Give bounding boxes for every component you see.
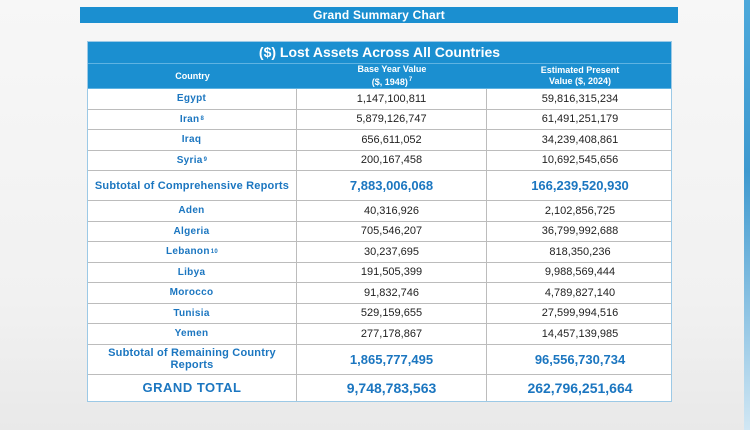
base-value-cell: 191,505,399 — [297, 262, 487, 282]
base-value-cell: 1,147,100,811 — [297, 89, 487, 109]
country-cell: Iran 8 — [88, 109, 297, 129]
present-value-cell: 59,816,315,234 — [541, 92, 619, 105]
table-row-lebanon: Lebanon 10 30,237,695 818,350,236 — [88, 242, 671, 263]
table-row-grand-total: GRAND TOTAL 9,748,783,563 262,796,251,66… — [88, 374, 671, 401]
country-cell: Yemen — [88, 324, 297, 344]
table-row-iraq: Iraq 656,611,052 34,239,408,861 — [88, 130, 671, 151]
table-row-algeria: Algeria 705,546,207 36,799,992,688 — [88, 221, 671, 242]
country-name: Libya — [177, 266, 206, 278]
column-header-base-footnote: 7 — [408, 77, 413, 83]
country-name: Aden — [178, 205, 205, 217]
base-value-cell: 277,178,867 — [297, 324, 487, 344]
table-row-subtotal-comprehensive: Subtotal of Comprehensive Reports 7,883,… — [88, 171, 671, 201]
table-body: Egypt 1,147,100,811 59,816,315,234 Iran 8… — [88, 88, 671, 401]
country-name: Tunisia — [173, 307, 210, 319]
table-row-iran: Iran 8 5,879,126,747 61,491,251,179 — [88, 109, 671, 130]
country-name: Egypt — [176, 93, 207, 105]
present-value-cell: 10,692,545,656 — [541, 154, 619, 167]
base-value-cell: 91,832,746 — [297, 283, 487, 303]
country-cell: Libya — [88, 262, 297, 282]
country-cell: Algeria — [88, 221, 297, 241]
column-headers: Country Base Year Value ($, 1948)7 Estim… — [88, 64, 671, 88]
table-row-morocco: Morocco 91,832,746 4,789,827,140 — [88, 283, 671, 304]
column-header-base-line2: ($, 1948) — [371, 77, 408, 87]
lost-assets-table: ($) Lost Assets Across All Countries Cou… — [87, 41, 672, 402]
subtotal-present-value: 166,239,520,930 — [531, 178, 629, 193]
country-cell: Iraq — [88, 130, 297, 150]
base-value-cell: 705,546,207 — [297, 221, 487, 241]
grand-summary-banner: Grand Summary Chart — [80, 7, 678, 23]
country-name: Yemen — [174, 328, 209, 340]
country-footnote: 8 — [200, 116, 205, 123]
present-value-cell: 61,491,251,179 — [541, 113, 619, 126]
country-name: Lebanon — [165, 246, 210, 258]
present-value-cell: 818,350,236 — [549, 245, 611, 258]
country-cell: Lebanon 10 — [88, 242, 297, 262]
country-cell: Morocco — [88, 283, 297, 303]
right-edge-accent — [744, 0, 750, 430]
grand-total-base-value: 9,748,783,563 — [297, 374, 487, 401]
subtotal-label-cell: Subtotal of Comprehensive Reports — [88, 171, 297, 200]
country-cell: Egypt — [88, 89, 297, 109]
subtotal-base-value: 7,883,006,068 — [297, 171, 487, 200]
present-value-cell: 2,102,856,725 — [544, 204, 616, 217]
column-header-base-year: Base Year Value ($, 1948)7 — [297, 64, 487, 88]
column-header-base-line1: Base Year Value — [357, 64, 427, 74]
present-value-cell: 4,789,827,140 — [544, 286, 616, 299]
column-header-country: Country — [88, 64, 297, 88]
grand-total-label: GRAND TOTAL — [88, 374, 297, 401]
base-value-cell: 200,167,458 — [297, 150, 487, 170]
country-cell: Aden — [88, 201, 297, 221]
table-row-syria: Syria 9 200,167,458 10,692,545,656 — [88, 150, 671, 171]
country-name: Algeria — [173, 225, 210, 237]
column-header-country-label: Country — [175, 70, 210, 81]
country-footnote: 10 — [210, 248, 219, 255]
grand-total-present-value: 262,796,251,664 — [527, 379, 633, 396]
table-row-yemen: Yemen 277,178,867 14,457,139,985 — [88, 324, 671, 345]
subtotal-base-value: 1,865,777,495 — [297, 344, 487, 374]
present-value-cell: 9,988,569,444 — [544, 266, 616, 279]
table-row-aden: Aden 40,316,926 2,102,856,725 — [88, 201, 671, 222]
table-title: ($) Lost Assets Across All Countries — [88, 42, 671, 64]
subtotal-label-cell: Subtotal of Remaining Country Reports — [88, 344, 297, 374]
table-row-libya: Libya 191,505,399 9,988,569,444 — [88, 262, 671, 283]
base-value-cell: 40,316,926 — [297, 201, 487, 221]
country-name: Iran — [179, 113, 200, 125]
present-value-cell: 34,239,408,861 — [541, 133, 619, 146]
base-value-cell: 656,611,052 — [297, 130, 487, 150]
table-header: ($) Lost Assets Across All Countries Cou… — [88, 42, 671, 88]
table-row-tunisia: Tunisia 529,159,655 27,599,994,516 — [88, 303, 671, 324]
present-value-cell: 27,599,994,516 — [541, 307, 619, 320]
subtotal-present-value: 96,556,730,734 — [534, 351, 626, 367]
country-name: Iraq — [181, 134, 202, 146]
country-name: Morocco — [169, 287, 214, 299]
table-row-egypt: Egypt 1,147,100,811 59,816,315,234 — [88, 89, 671, 110]
base-value-cell: 30,237,695 — [297, 242, 487, 262]
present-value-cell: 14,457,139,985 — [541, 327, 619, 340]
base-value-cell: 5,879,126,747 — [297, 109, 487, 129]
column-header-present-line1: Estimated Present — [540, 65, 620, 75]
column-header-present-line2: Value ($, 2024) — [548, 76, 612, 86]
country-cell: Tunisia — [88, 303, 297, 323]
table-row-subtotal-remaining: Subtotal of Remaining Country Reports 1,… — [88, 344, 671, 375]
country-cell: Syria 9 — [88, 150, 297, 170]
base-value-cell: 529,159,655 — [297, 303, 487, 323]
present-value-cell: 36,799,992,688 — [541, 225, 619, 238]
country-name: Syria — [176, 154, 203, 166]
column-header-present-value: Estimated Present Value ($, 2024) — [487, 64, 673, 88]
country-footnote: 9 — [203, 157, 208, 164]
